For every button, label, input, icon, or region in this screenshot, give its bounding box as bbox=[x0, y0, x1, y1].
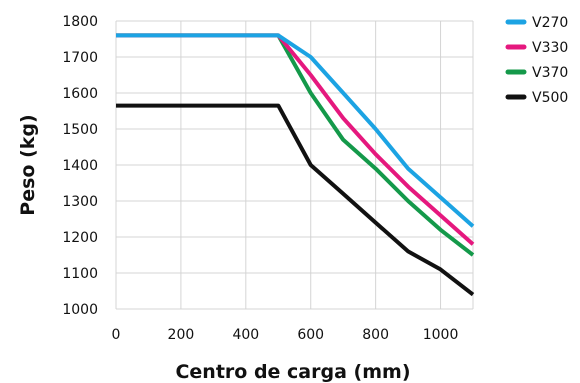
y-axis-label: Peso (kg) bbox=[17, 114, 39, 215]
y-tick-label-8: 1800 bbox=[62, 14, 98, 30]
y-tick-label-6: 1600 bbox=[62, 86, 98, 102]
y-tick-label-3: 1300 bbox=[62, 194, 98, 210]
x-axis-ticks: 0 200 400 600 800 1000 bbox=[112, 327, 459, 343]
series-line-v270 bbox=[116, 33, 475, 228]
x-tick-label-2: 400 bbox=[232, 327, 259, 343]
series-line-v500 bbox=[116, 103, 475, 297]
legend-label-v500: V500 bbox=[532, 90, 568, 106]
series-lines bbox=[116, 33, 475, 297]
x-tick-label-1: 200 bbox=[168, 327, 195, 343]
legend-label-v330: V330 bbox=[532, 40, 568, 56]
y-tick-label-5: 1500 bbox=[62, 122, 98, 138]
legend-label-v270: V270 bbox=[532, 15, 568, 31]
legend-label-v370: V370 bbox=[532, 65, 568, 81]
x-tick-label-4: 800 bbox=[362, 327, 389, 343]
series-line-v330 bbox=[116, 33, 475, 246]
y-axis-ticks: 1000 1100 1200 1300 1400 1500 1600 1700 1800 bbox=[62, 14, 98, 318]
x-tick-label-5: 1000 bbox=[423, 327, 459, 343]
y-tick-label-1: 1100 bbox=[62, 266, 98, 282]
x-tick-label-3: 600 bbox=[297, 327, 324, 343]
series-line-v370 bbox=[116, 33, 475, 257]
y-tick-label-7: 1700 bbox=[62, 50, 98, 66]
y-tick-label-0: 1000 bbox=[62, 302, 98, 318]
x-tick-label-0: 0 bbox=[112, 327, 121, 343]
y-tick-label-2: 1200 bbox=[62, 230, 98, 246]
legend: V270 V330 V370 V500 bbox=[505, 15, 568, 106]
x-axis-label: Centro de carga (mm) bbox=[175, 361, 410, 383]
y-tick-label-4: 1400 bbox=[62, 158, 98, 174]
